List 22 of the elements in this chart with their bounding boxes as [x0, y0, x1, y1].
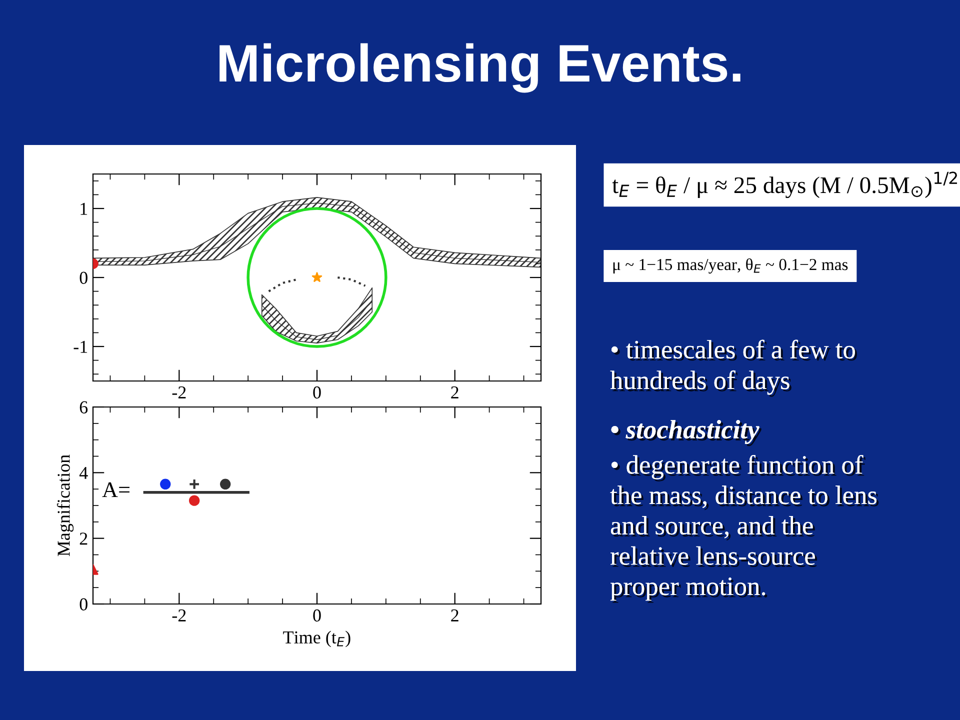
x-tick-label: -2 [172, 386, 186, 398]
text: t$_{E}$ = θ$_{E}$ / μ ≈ 25 days (M / 0.5M$_{⊙}$)$^{1/2}$ [612, 172, 957, 198]
x-tick-label: 0 [313, 386, 321, 399]
y-tick-label: 0 [80, 272, 88, 284]
annotation: A= [102, 482, 130, 498]
text: μ ~ 1−15 mas/year, θ$_{E}$ ~ 0.1−2 mas [613, 258, 848, 274]
x-tick-label: 0 [313, 609, 321, 622]
x-tick-label: 2 [451, 609, 458, 622]
y-tick-label: -1 [74, 340, 88, 353]
y-axis-title: Magnification [56, 454, 74, 556]
y-tick-label: 0 [80, 598, 88, 610]
y-tick-label: 6 [80, 401, 88, 414]
x-tick-label: -2 [172, 609, 186, 622]
text: • degenerate function of the mass, distance to lens and source, and the relative lens-source proper motion. [610, 455, 879, 603]
x-tick-label: 2 [451, 386, 458, 398]
text: • stochasticity [611, 420, 762, 446]
text: Microlensing Events. [220, 43, 740, 93]
y-tick-label: 2 [80, 532, 88, 545]
y-tick-label: 1 [80, 202, 88, 215]
text: • timescales of a few to hundreds of days [610, 340, 857, 397]
x-axis-title: Time (t$_{E}$) [283, 630, 350, 648]
y-tick-label: 4 [79, 467, 88, 479]
